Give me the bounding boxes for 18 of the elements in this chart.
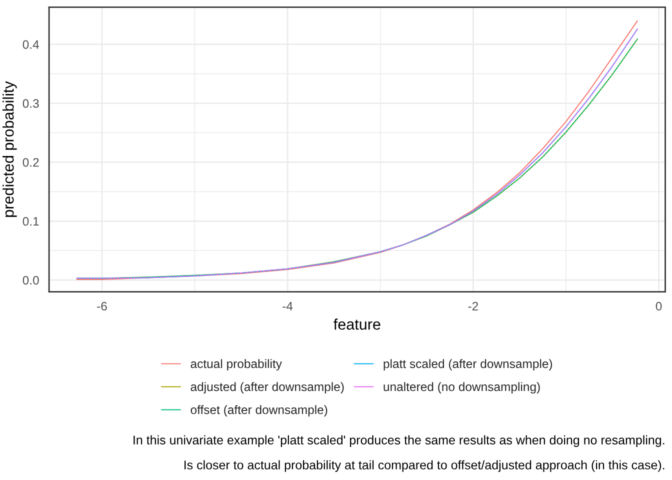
y-axis-title: predicted probability — [2, 81, 17, 217]
legend-label: offset (after downsample) — [190, 405, 328, 417]
y-tick-label: 0.4 — [22, 40, 39, 49]
text: Is closer to actual probability at tail compared to offset/adjusted approach (in this case). — [184, 460, 664, 472]
x-axis-title: feature — [334, 318, 380, 330]
y-tick-label: 0.3 — [22, 99, 39, 108]
x-tick-label: -6 — [97, 302, 107, 311]
x-tick-label: -2 — [468, 302, 478, 310]
y-tick-label: 0.0 — [22, 276, 39, 285]
legend-label: adjusted (after downsample) — [190, 382, 344, 394]
legend-label: platt scaled (after downsample) — [384, 359, 552, 371]
legend-label: unaltered (no downsampling) — [384, 382, 540, 394]
x-tick-label: 0 — [656, 302, 662, 311]
legend-label: actual probability — [190, 359, 282, 371]
text: In this univariate example 'platt scaled' produces the same results as when doing no resampling. — [134, 435, 664, 447]
y-tick-label: 0.1 — [22, 217, 39, 226]
y-tick-label: 0.2 — [22, 158, 39, 167]
x-tick-label: -4 — [282, 302, 293, 310]
